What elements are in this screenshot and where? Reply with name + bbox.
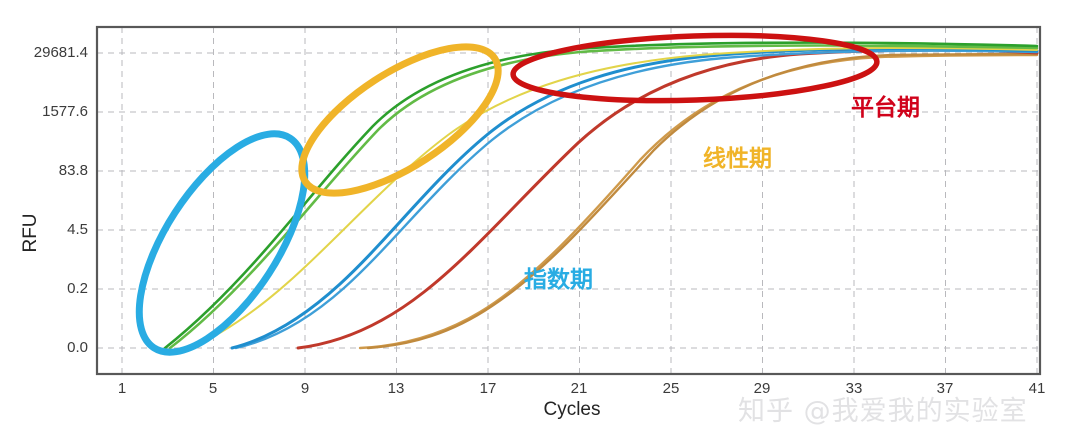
x-tick-label: 13 xyxy=(388,380,405,397)
x-tick-label: 29 xyxy=(754,380,771,397)
y-tick-label: 0.0 xyxy=(67,339,88,356)
x-tick-label: 33 xyxy=(846,380,863,397)
linear-phase-label: 线性期 xyxy=(703,145,772,172)
curve-sample-tan-2 xyxy=(358,53,1039,350)
y-tick-label: 0.2 xyxy=(67,280,88,297)
exponential-phase-label: 指数期 xyxy=(524,267,593,293)
amplification-curves xyxy=(163,41,1039,350)
y-axis-title: RFU xyxy=(20,213,41,252)
y-tick-label: 1577.6 xyxy=(42,103,88,120)
y-tick-label: 4.5 xyxy=(67,221,88,238)
x-tick-label: 25 xyxy=(663,380,680,397)
curve-sample-yellow xyxy=(189,46,1038,349)
x-tick-label: 17 xyxy=(480,380,497,397)
plateau-phase-ellipse xyxy=(510,32,880,104)
x-tick-label: 9 xyxy=(301,380,309,397)
watermark-text: 知乎 @我爱我的实验室 xyxy=(738,396,1028,427)
x-tick-label: 37 xyxy=(937,380,954,397)
linear-phase-ellipse xyxy=(298,43,502,197)
phase-highlight-ellipses xyxy=(135,32,880,356)
x-tick-label: 1 xyxy=(118,380,126,397)
plot-frame xyxy=(95,25,1042,376)
curve-sample-green-1 xyxy=(163,41,1039,350)
y-tick-label: 83.8 xyxy=(59,162,88,179)
x-tick-label: 21 xyxy=(571,380,588,397)
x-gridlines xyxy=(121,27,1038,374)
curve-sample-green-2 xyxy=(168,44,1039,350)
x-axis-tick-labels: 1 5 9 13 17 21 25 29 33 37 41 xyxy=(118,380,1046,397)
x-tick-label: 41 xyxy=(1029,380,1046,397)
y-tick-label: 29681.4 xyxy=(34,44,88,61)
curve-sample-red xyxy=(296,48,1039,350)
x-axis-title: Cycles xyxy=(543,399,600,420)
x-tick-label: 5 xyxy=(209,380,217,397)
y-gridlines xyxy=(97,52,1040,349)
y-axis-tick-labels: 29681.4 1577.6 83.8 4.5 0.2 0.0 xyxy=(34,44,88,356)
curve-sample-tan-1 xyxy=(366,52,1039,350)
exponential-phase-ellipse xyxy=(135,130,309,356)
plateau-phase-label: 平台期 xyxy=(851,94,920,121)
